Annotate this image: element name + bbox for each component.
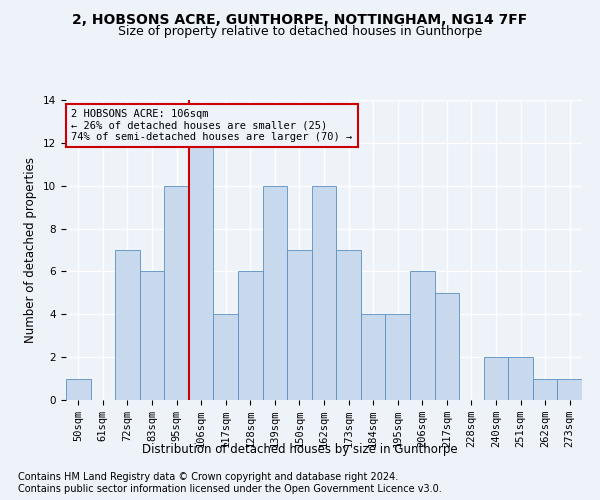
Text: Contains HM Land Registry data © Crown copyright and database right 2024.: Contains HM Land Registry data © Crown c… — [18, 472, 398, 482]
Bar — [263, 186, 287, 400]
Bar — [533, 378, 557, 400]
Text: Size of property relative to detached houses in Gunthorpe: Size of property relative to detached ho… — [118, 25, 482, 38]
Bar — [484, 357, 508, 400]
Bar — [238, 272, 263, 400]
Bar — [434, 293, 459, 400]
Bar — [66, 378, 91, 400]
Bar — [361, 314, 385, 400]
Bar — [140, 272, 164, 400]
Bar — [115, 250, 140, 400]
Bar — [557, 378, 582, 400]
Bar — [385, 314, 410, 400]
Y-axis label: Number of detached properties: Number of detached properties — [25, 157, 37, 343]
Text: Distribution of detached houses by size in Gunthorpe: Distribution of detached houses by size … — [142, 442, 458, 456]
Bar — [312, 186, 336, 400]
Bar — [214, 314, 238, 400]
Bar — [164, 186, 189, 400]
Bar — [508, 357, 533, 400]
Text: Contains public sector information licensed under the Open Government Licence v3: Contains public sector information licen… — [18, 484, 442, 494]
Text: 2 HOBSONS ACRE: 106sqm
← 26% of detached houses are smaller (25)
74% of semi-det: 2 HOBSONS ACRE: 106sqm ← 26% of detached… — [71, 109, 352, 142]
Bar — [189, 143, 214, 400]
Bar — [410, 272, 434, 400]
Bar — [287, 250, 312, 400]
Text: 2, HOBSONS ACRE, GUNTHORPE, NOTTINGHAM, NG14 7FF: 2, HOBSONS ACRE, GUNTHORPE, NOTTINGHAM, … — [73, 12, 527, 26]
Bar — [336, 250, 361, 400]
